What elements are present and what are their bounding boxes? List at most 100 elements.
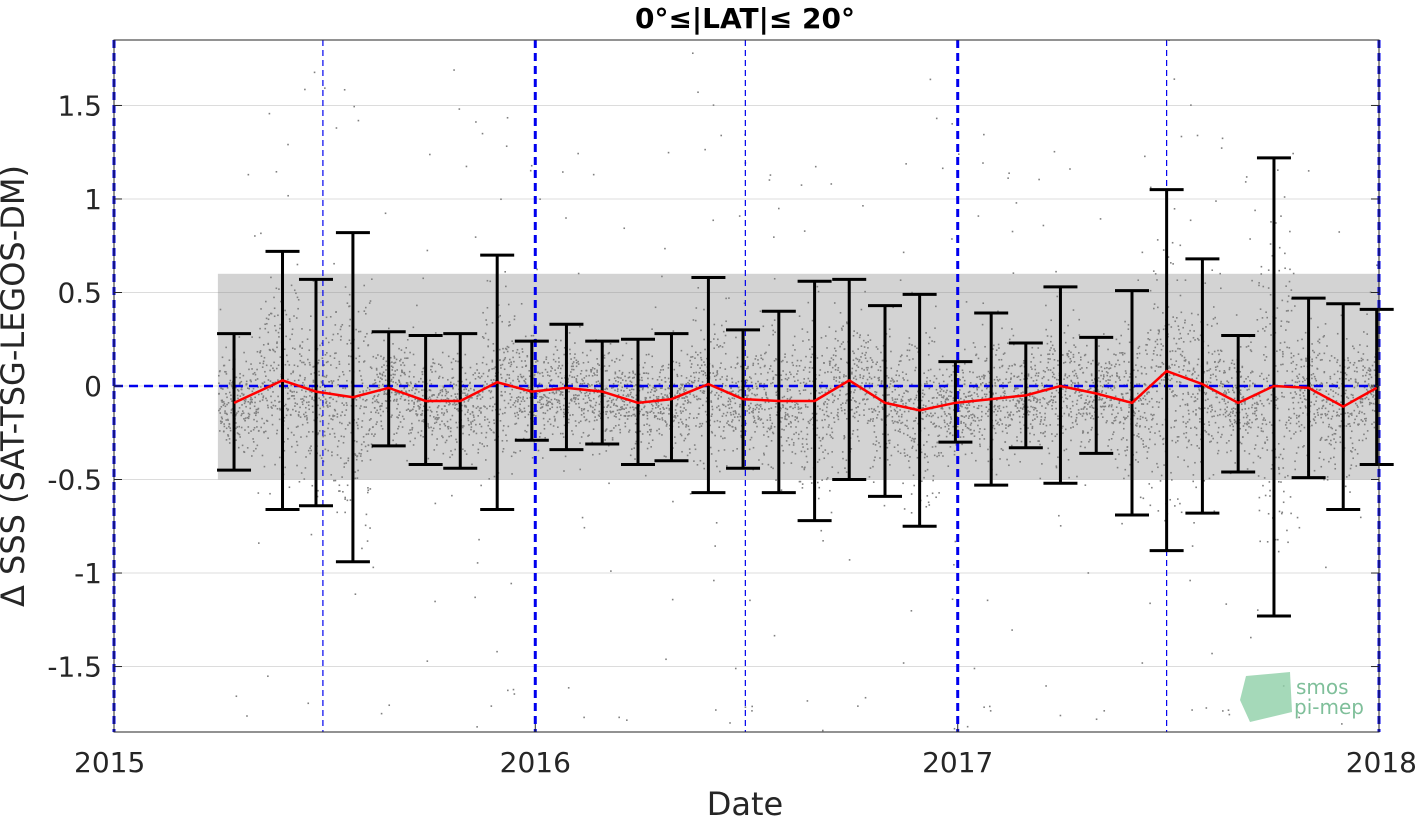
scatter-point [712, 219, 715, 222]
scatter-point [423, 420, 425, 423]
scatter-point [529, 388, 531, 391]
scatter-point [653, 390, 656, 393]
scatter-point [461, 380, 463, 383]
scatter-point [249, 403, 251, 405]
scatter-point [792, 442, 795, 444]
scatter-point [472, 404, 474, 407]
scatter-point [867, 341, 869, 343]
scatter-point [710, 453, 713, 455]
scatter-point [816, 427, 819, 430]
scatter-point [444, 405, 446, 407]
scatter-point [679, 406, 682, 408]
scatter-point [1121, 393, 1124, 396]
scatter-point [978, 438, 981, 440]
scatter-point [732, 413, 735, 416]
scatter-point [342, 373, 345, 376]
scatter-point [796, 416, 799, 419]
scatter-point [224, 405, 227, 408]
scatter-point [522, 375, 525, 378]
scatter-point [1085, 399, 1087, 401]
scatter-point [997, 343, 1000, 346]
scatter-point [632, 372, 635, 374]
scatter-point [871, 382, 874, 385]
scatter-point [709, 372, 712, 374]
scatter-point [492, 349, 495, 352]
scatter-point [359, 455, 362, 457]
scatter-point [554, 419, 556, 422]
scatter-point [973, 406, 975, 408]
scatter-point [722, 430, 725, 432]
scatter-point [830, 436, 833, 438]
scatter-point [435, 416, 437, 419]
scatter-point [546, 396, 548, 399]
scatter-point [1119, 352, 1121, 354]
scatter-point [464, 413, 467, 416]
scatter-point [301, 328, 303, 330]
scatter-point [651, 355, 654, 358]
scatter-point [356, 424, 359, 427]
scatter-point [574, 420, 577, 422]
scatter-point [1070, 384, 1073, 386]
scatter-point [340, 435, 343, 438]
scatter-point [360, 453, 362, 455]
scatter-point [615, 399, 618, 401]
scatter-point [869, 418, 872, 420]
scatter-point [469, 413, 472, 415]
scatter-point [926, 495, 929, 497]
scatter-point [433, 422, 436, 425]
scatter-point [649, 428, 651, 431]
scatter-point [652, 412, 655, 414]
scatter-point [875, 440, 878, 442]
scatter-point [1049, 358, 1051, 360]
scatter-point [486, 279, 489, 282]
scatter-point [272, 404, 275, 407]
scatter-point [399, 360, 401, 362]
scatter-point [533, 441, 536, 443]
scatter-point [667, 396, 669, 399]
scatter-point [866, 360, 869, 363]
scatter-point [1011, 328, 1013, 330]
scatter-point [532, 334, 535, 337]
scatter-point [1103, 367, 1106, 370]
scatter-point [380, 425, 383, 427]
scatter-point [658, 383, 661, 385]
scatter-point [237, 397, 239, 400]
scatter-point [858, 414, 861, 416]
scatter-point [713, 323, 716, 326]
scatter-point [710, 415, 713, 417]
scatter-point [516, 396, 518, 399]
scatter-point [604, 395, 606, 397]
scatter-point [696, 364, 699, 366]
scatter-point [780, 436, 783, 438]
scatter-point [243, 418, 245, 420]
scatter-point [479, 377, 481, 379]
scatter-point [1051, 433, 1053, 435]
scatter-point [429, 389, 432, 392]
scatter-point [227, 435, 230, 437]
scatter-point [751, 411, 753, 413]
scatter-point [793, 376, 795, 378]
scatter-point [257, 492, 260, 494]
scatter-point [379, 414, 382, 417]
scatter-point [368, 419, 371, 421]
scatter-point [570, 371, 572, 373]
scatter-point [491, 359, 494, 362]
scatter-point [926, 468, 929, 471]
scatter-point [926, 440, 928, 443]
scatter-point [478, 372, 480, 375]
scatter-point [1112, 431, 1115, 433]
scatter-point [1076, 399, 1079, 402]
scatter-point [622, 394, 625, 396]
scatter-point [558, 402, 561, 405]
scatter-point [549, 407, 551, 410]
scatter-point [477, 395, 479, 397]
scatter-point [490, 705, 493, 707]
scatter-point [713, 375, 716, 378]
scatter-point [732, 410, 735, 413]
scatter-point [575, 361, 578, 364]
scatter-point [577, 360, 579, 363]
scatter-point [864, 696, 867, 699]
scatter-point [724, 368, 727, 370]
scatter-point [1006, 411, 1009, 414]
scatter-point [897, 430, 900, 432]
